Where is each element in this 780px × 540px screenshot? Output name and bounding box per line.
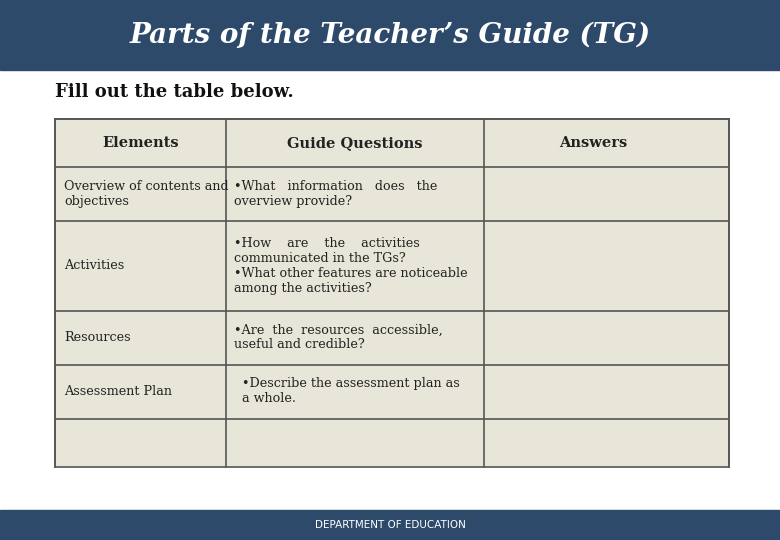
Bar	[0, 510, 780, 540]
Text: DEPARTMENT OF EDUCATION: DEPARTMENT OF EDUCATION	[314, 521, 466, 530]
Bar	[55, 119, 729, 467]
Text: Overview of contents and
objectives: Overview of contents and objectives	[64, 180, 229, 208]
Text: •What   information   does   the
overview provide?: •What information does the overview prov…	[234, 180, 438, 208]
Text: Guide Questions: Guide Questions	[287, 136, 423, 150]
Text: Parts of the Teacher’s Guide (TG): Parts of the Teacher’s Guide (TG)	[129, 22, 651, 49]
Text: Assessment Plan: Assessment Plan	[64, 385, 172, 398]
Text: Fill out the table below.: Fill out the table below.	[55, 83, 293, 101]
Bar	[0, 0, 780, 70]
Text: Activities: Activities	[64, 259, 124, 273]
Text: Resources: Resources	[64, 331, 130, 344]
Text: Elements: Elements	[102, 136, 179, 150]
Text: •Describe the assessment plan as
  a whole.: •Describe the assessment plan as a whole…	[234, 377, 459, 406]
Text: Answers: Answers	[558, 136, 627, 150]
Text: •How    are    the    activities
communicated in the TGs?
•What other features a: •How are the activities communicated in …	[234, 237, 468, 295]
Text: •Are  the  resources  accessible,
useful and credible?: •Are the resources accessible, useful an…	[234, 323, 443, 352]
